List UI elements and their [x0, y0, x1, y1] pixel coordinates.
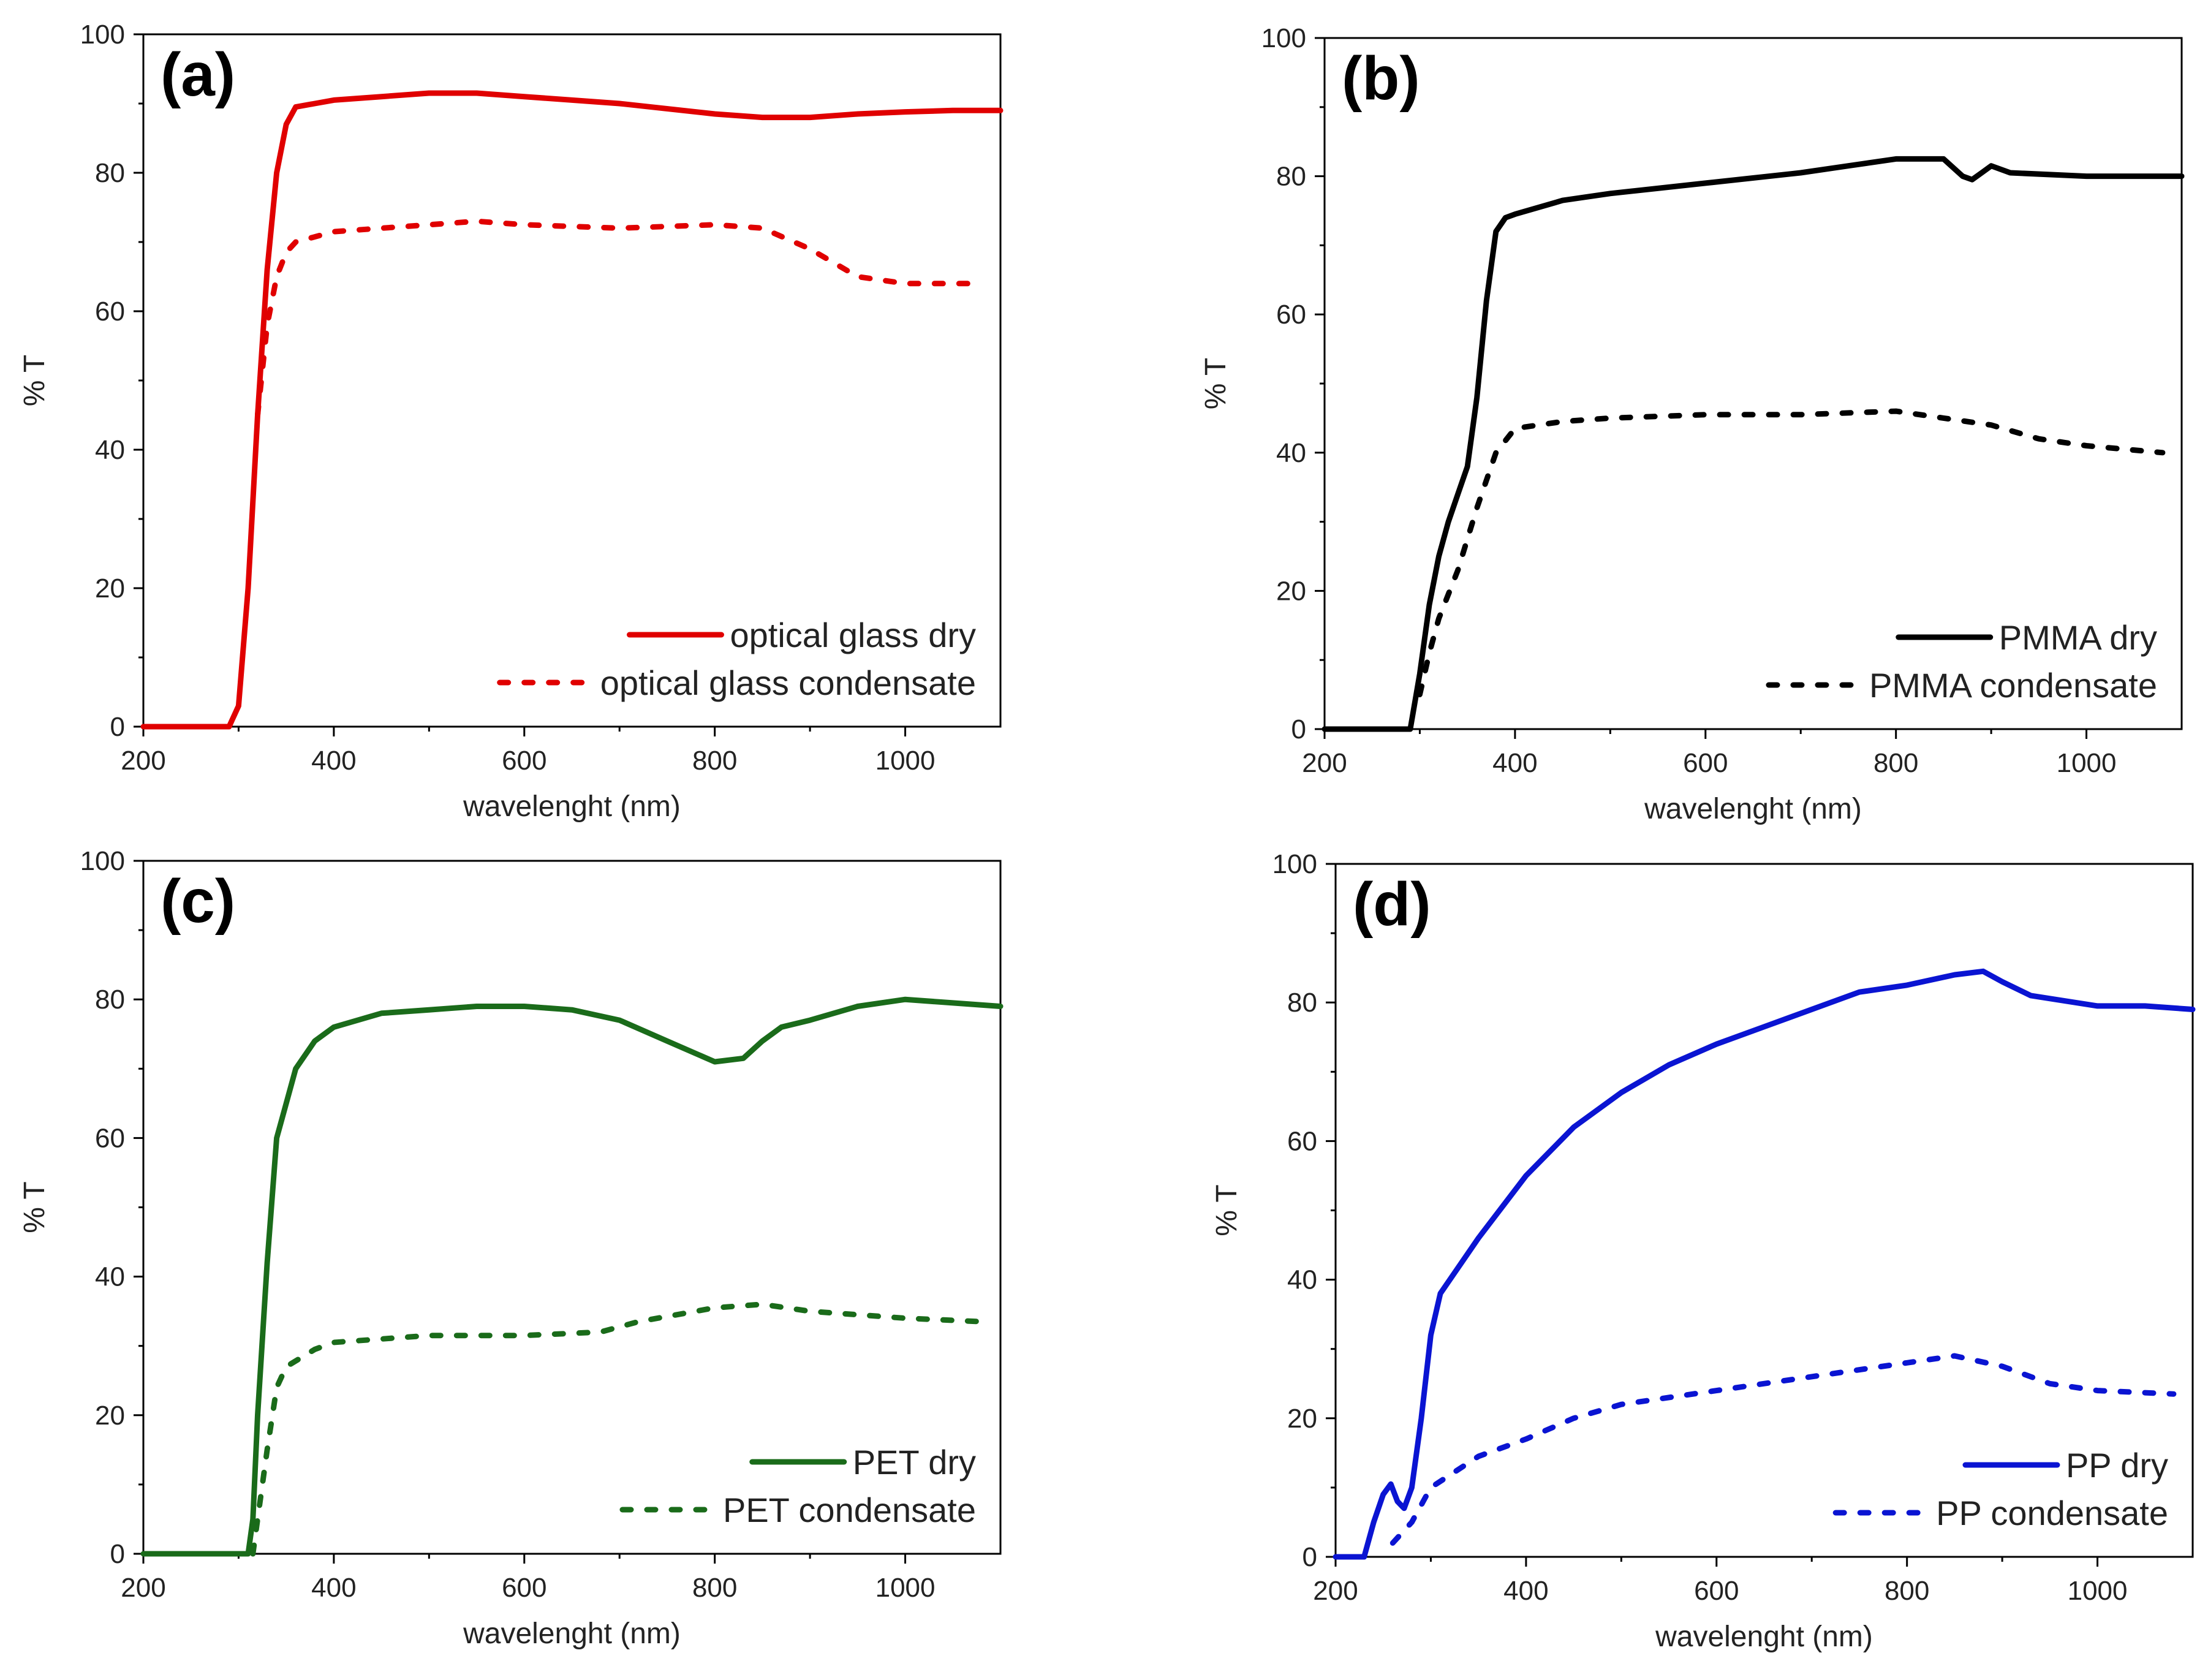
legend-label: PP condensate [1936, 1494, 2168, 1532]
y-tick-label: 40 [95, 1262, 125, 1292]
series-line-condensate [1389, 1353, 2177, 1546]
y-tick-label: 100 [80, 846, 125, 876]
x-tick-label: 800 [692, 746, 737, 776]
y-tick-label: 60 [1287, 1126, 1317, 1156]
y-tick-label: 80 [1287, 988, 1317, 1018]
y-axis-title: % T [1200, 358, 1232, 409]
series-line-dry [140, 996, 1004, 1557]
x-axis-title: wavelenght (nm) [1655, 1621, 1873, 1653]
y-axis-title: % T [18, 1181, 51, 1233]
x-tick-label: 400 [311, 746, 356, 776]
y-tick-label: 20 [1287, 1404, 1317, 1434]
x-tick-label: 800 [1873, 748, 1918, 778]
legend-label: optical glass dry [730, 616, 976, 654]
panel-a: 200 400 600 800 1000 0 20 40 60 80 100 wavelenght (… [18, 20, 1004, 823]
legend-label: PET condensate [723, 1491, 976, 1529]
y-axis-title: % T [18, 355, 51, 406]
x-axis-title: wavelenght (nm) [463, 790, 681, 823]
y-tick-label: 80 [1276, 162, 1306, 192]
y-tick-label: 40 [1276, 438, 1306, 468]
y-tick-label: 60 [1276, 300, 1306, 330]
y-tick-label: 80 [95, 985, 125, 1015]
panel-label: (b) [1342, 44, 1420, 113]
x-tick-label: 600 [502, 746, 546, 776]
x-tick-label: 800 [1885, 1576, 1929, 1606]
series-line-dry [140, 90, 1004, 730]
plot-frame [1334, 863, 2194, 1558]
y-tick-label: 100 [1261, 23, 1306, 53]
y-tick-label: 60 [95, 1123, 125, 1153]
y-tick-label: 80 [95, 158, 125, 188]
panel-c: 200 400 600 800 1000 0 20 40 60 80 100 wavelenght (… [18, 846, 1004, 1650]
x-tick-label: 200 [1313, 1576, 1358, 1606]
y-tick-label: 60 [95, 297, 125, 327]
series-line-condensate [250, 1301, 985, 1557]
x-tick-label: 800 [692, 1573, 737, 1603]
y-tick-label: 0 [1302, 1542, 1317, 1572]
legend-label: PMMA condensate [1869, 666, 2157, 705]
x-tick-label: 1000 [875, 746, 936, 776]
y-tick-label: 0 [110, 1539, 125, 1569]
x-axis-title: wavelenght (nm) [463, 1618, 681, 1650]
y-axis-title: % T [1211, 1184, 1243, 1236]
x-tick-label: 1000 [875, 1573, 936, 1603]
panel-label: (d) [1353, 870, 1431, 939]
x-tick-label: 1000 [2068, 1576, 2128, 1606]
y-tick-label: 40 [95, 435, 125, 465]
x-tick-label: 1000 [2057, 748, 2117, 778]
x-tick-label: 600 [1683, 748, 1728, 778]
y-tick-label: 0 [110, 712, 125, 742]
x-tick-label: 400 [1492, 748, 1537, 778]
x-tick-label: 400 [1503, 1576, 1548, 1606]
y-tick-label: 20 [95, 573, 125, 604]
series-line-dry [1333, 968, 2196, 1560]
panel-label: (c) [161, 867, 235, 936]
y-tick-label: 0 [1291, 714, 1306, 744]
x-tick-label: 200 [121, 746, 165, 776]
legend-label: PP dry [2066, 1446, 2168, 1485]
x-tick-label: 400 [311, 1573, 356, 1603]
y-tick-label: 20 [1276, 576, 1306, 606]
x-axis-title: wavelenght (nm) [1644, 793, 1862, 825]
y-tick-label: 100 [80, 20, 125, 50]
series-line-dry [1321, 156, 2185, 732]
x-tick-label: 200 [121, 1573, 165, 1603]
legend-label: PMMA dry [1999, 618, 2157, 657]
panel-b: 200 400 600 800 1000 0 20 40 60 80 100 wavelenght (… [1200, 23, 2185, 825]
y-tick-label: 20 [95, 1401, 125, 1431]
series-line-condensate [255, 218, 975, 418]
panel-d: 200 400 600 800 1000 0 20 40 60 80 100 wavelenght (… [1211, 849, 2196, 1653]
y-tick-label: 40 [1287, 1265, 1317, 1295]
panel-label: (a) [161, 40, 235, 109]
x-tick-label: 200 [1302, 748, 1347, 778]
x-tick-label: 600 [1694, 1576, 1739, 1606]
y-tick-label: 100 [1272, 849, 1317, 879]
legend-label: PET dry [853, 1443, 976, 1481]
x-tick-label: 600 [502, 1573, 546, 1603]
legend-label: optical glass condensate [600, 664, 976, 702]
